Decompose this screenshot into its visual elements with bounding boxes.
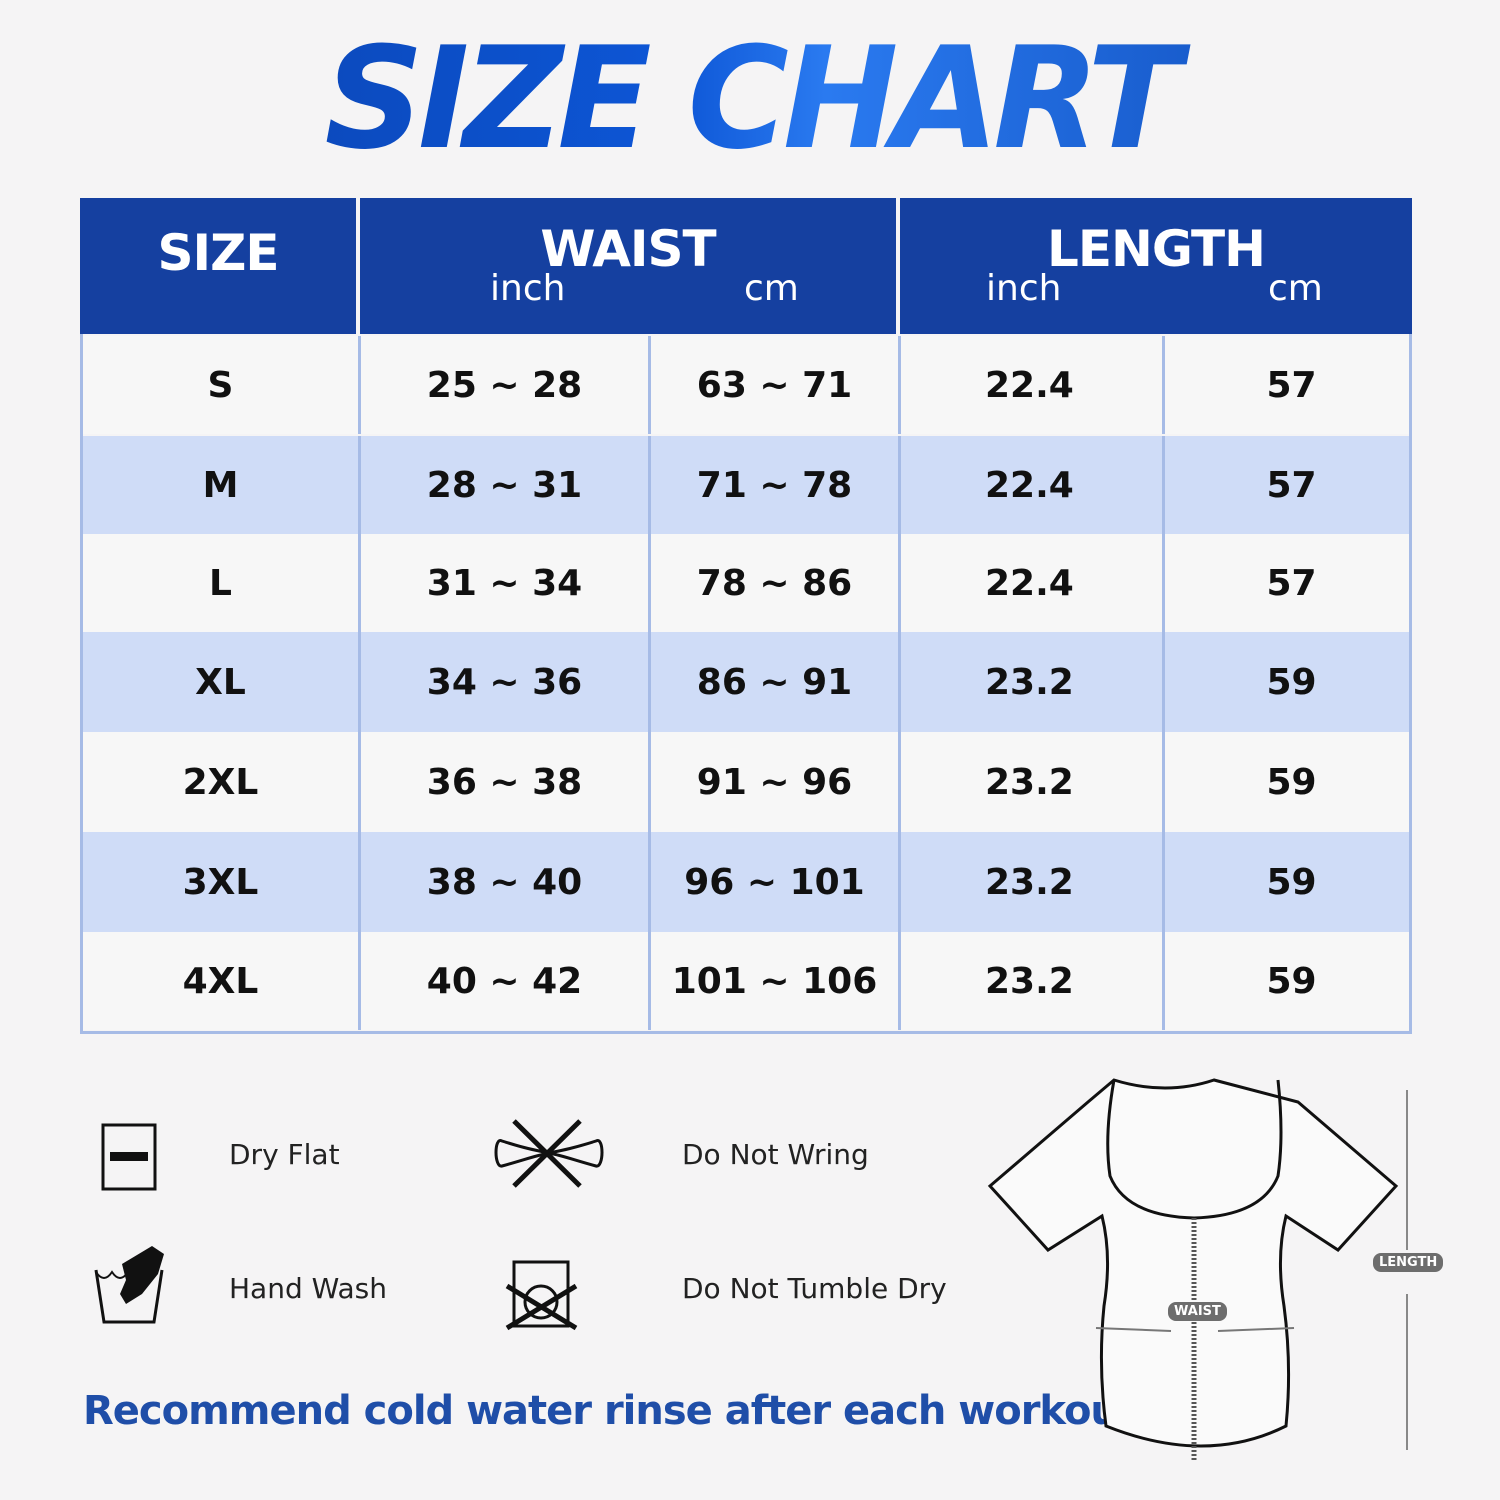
garment-diagram	[986, 1076, 1408, 1470]
cell-size: L	[80, 534, 358, 632]
table-row: S 25 ~ 28 63 ~ 71 22.4 57	[80, 336, 1412, 434]
table-row: M 28 ~ 31 71 ~ 78 22.4 57	[80, 436, 1412, 534]
hand-wash-icon	[92, 1244, 168, 1330]
care-label-do-not-tumble-dry: Do Not Tumble Dry	[682, 1272, 947, 1305]
cell-length-cm: 59	[1162, 732, 1412, 832]
cell-length-inch: 22.4	[898, 336, 1162, 434]
cell-length-cm: 57	[1162, 534, 1412, 632]
cell-size: XL	[80, 632, 358, 732]
care-note: Recommend cold water rinse after each wo…	[83, 1388, 1151, 1434]
dry-flat-icon	[100, 1122, 160, 1196]
cell-waist-cm: 101 ~ 106	[648, 932, 898, 1030]
cell-waist-cm: 91 ~ 96	[648, 732, 898, 832]
cell-length-inch: 23.2	[898, 632, 1162, 732]
cell-length-inch: 23.2	[898, 732, 1162, 832]
cell-waist-inch: 31 ~ 34	[358, 534, 648, 632]
table-row: L 31 ~ 34 78 ~ 86 22.4 57	[80, 534, 1412, 632]
length-tag: LENGTH	[1373, 1253, 1444, 1272]
cell-length-cm: 57	[1162, 436, 1412, 534]
header-waist-label: WAIST	[540, 220, 716, 278]
do-not-wring-icon	[494, 1116, 604, 1194]
cell-waist-inch: 38 ~ 40	[358, 832, 648, 932]
cell-length-cm: 57	[1162, 336, 1412, 434]
cell-waist-cm: 71 ~ 78	[648, 436, 898, 534]
cell-length-cm: 59	[1162, 832, 1412, 932]
table-row: 2XL 36 ~ 38 91 ~ 96 23.2 59	[80, 732, 1412, 832]
table-row: 3XL 38 ~ 40 96 ~ 101 23.2 59	[80, 832, 1412, 932]
page-title: SIZE CHART	[0, 16, 1500, 180]
cell-size: M	[80, 436, 358, 534]
waist-tag: WAIST	[1168, 1302, 1227, 1321]
cell-length-inch: 22.4	[898, 534, 1162, 632]
header-length-inch: inch	[986, 268, 1062, 309]
cell-length-inch: 23.2	[898, 932, 1162, 1030]
cell-waist-inch: 40 ~ 42	[358, 932, 648, 1030]
header-waist: WAIST inch cm	[360, 198, 896, 334]
cell-size: S	[80, 336, 358, 434]
header-length: LENGTH inch cm	[900, 198, 1412, 334]
header-length-label: LENGTH	[1047, 220, 1266, 278]
cell-waist-inch: 28 ~ 31	[358, 436, 648, 534]
care-label-do-not-wring: Do Not Wring	[682, 1138, 869, 1171]
cell-size: 4XL	[80, 932, 358, 1030]
care-label-hand-wash: Hand Wash	[229, 1272, 388, 1305]
cell-length-cm: 59	[1162, 632, 1412, 732]
cell-waist-inch: 36 ~ 38	[358, 732, 648, 832]
cell-waist-cm: 63 ~ 71	[648, 336, 898, 434]
header-size: SIZE	[80, 198, 356, 334]
header-size-label: SIZE	[157, 224, 279, 282]
cell-waist-cm: 78 ~ 86	[648, 534, 898, 632]
care-label-dry-flat: Dry Flat	[229, 1138, 340, 1171]
cell-length-inch: 22.4	[898, 436, 1162, 534]
cell-size: 3XL	[80, 832, 358, 932]
header-waist-cm: cm	[744, 268, 799, 309]
cell-waist-inch: 25 ~ 28	[358, 336, 648, 434]
do-not-tumble-dry-icon	[504, 1258, 584, 1336]
table-row: XL 34 ~ 36 86 ~ 91 23.2 59	[80, 632, 1412, 732]
table-row: 4XL 40 ~ 42 101 ~ 106 23.2 59	[80, 932, 1412, 1030]
cell-waist-cm: 86 ~ 91	[648, 632, 898, 732]
length-arrow-bottom	[1406, 1294, 1408, 1450]
cell-waist-cm: 96 ~ 101	[648, 832, 898, 932]
length-arrow-top	[1406, 1090, 1408, 1250]
cell-length-inch: 23.2	[898, 832, 1162, 932]
cell-length-cm: 59	[1162, 932, 1412, 1030]
header-length-cm: cm	[1268, 268, 1323, 309]
cell-size: 2XL	[80, 732, 358, 832]
header-waist-inch: inch	[490, 268, 566, 309]
cell-waist-inch: 34 ~ 36	[358, 632, 648, 732]
